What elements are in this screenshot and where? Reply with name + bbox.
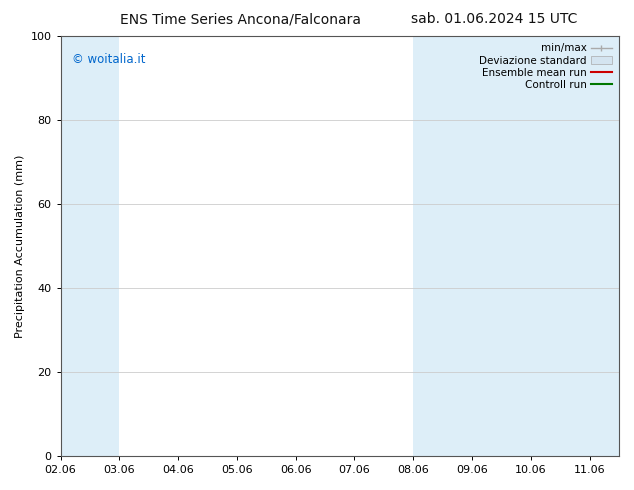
Bar — [61, 36, 119, 456]
Y-axis label: Precipitation Accumulation (mm): Precipitation Accumulation (mm) — [15, 154, 25, 338]
Bar — [413, 36, 531, 456]
Text: © woitalia.it: © woitalia.it — [72, 53, 145, 66]
Bar — [531, 36, 619, 456]
Text: sab. 01.06.2024 15 UTC: sab. 01.06.2024 15 UTC — [411, 12, 578, 26]
Legend: min/max, Deviazione standard, Ensemble mean run, Controll run: min/max, Deviazione standard, Ensemble m… — [477, 41, 614, 92]
Text: ENS Time Series Ancona/Falconara: ENS Time Series Ancona/Falconara — [120, 12, 361, 26]
